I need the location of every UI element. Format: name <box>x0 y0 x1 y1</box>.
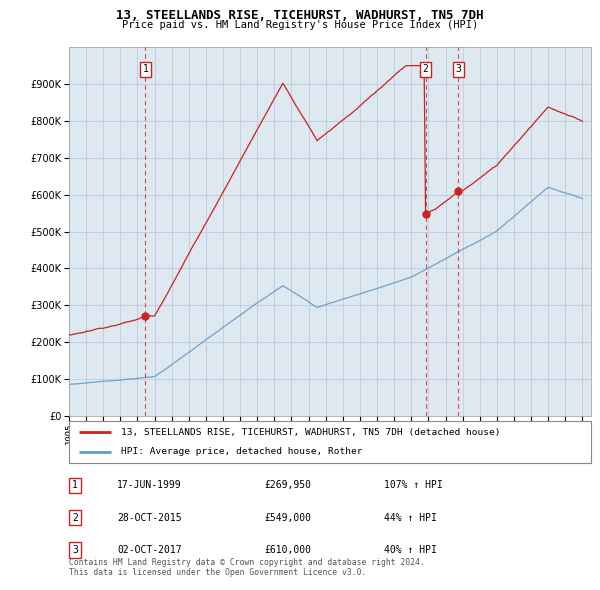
Text: 2: 2 <box>72 513 78 523</box>
Text: 28-OCT-2015: 28-OCT-2015 <box>117 513 182 523</box>
Text: Price paid vs. HM Land Registry's House Price Index (HPI): Price paid vs. HM Land Registry's House … <box>122 20 478 30</box>
Text: 3: 3 <box>72 545 78 555</box>
Text: 107% ↑ HPI: 107% ↑ HPI <box>384 480 443 490</box>
Text: 1: 1 <box>142 64 148 74</box>
Text: 44% ↑ HPI: 44% ↑ HPI <box>384 513 437 523</box>
Text: 40% ↑ HPI: 40% ↑ HPI <box>384 545 437 555</box>
Text: 17-JUN-1999: 17-JUN-1999 <box>117 480 182 490</box>
Text: 3: 3 <box>455 64 461 74</box>
Text: HPI: Average price, detached house, Rother: HPI: Average price, detached house, Roth… <box>121 447 362 456</box>
Text: 13, STEELLANDS RISE, TICEHURST, WADHURST, TN5 7DH: 13, STEELLANDS RISE, TICEHURST, WADHURST… <box>116 9 484 22</box>
Text: Contains HM Land Registry data © Crown copyright and database right 2024.
This d: Contains HM Land Registry data © Crown c… <box>69 558 425 577</box>
Text: £549,000: £549,000 <box>264 513 311 523</box>
Text: 2: 2 <box>422 64 428 74</box>
Text: 13, STEELLANDS RISE, TICEHURST, WADHURST, TN5 7DH (detached house): 13, STEELLANDS RISE, TICEHURST, WADHURST… <box>121 428 500 437</box>
Text: £269,950: £269,950 <box>264 480 311 490</box>
Text: £610,000: £610,000 <box>264 545 311 555</box>
Text: 02-OCT-2017: 02-OCT-2017 <box>117 545 182 555</box>
Text: 1: 1 <box>72 480 78 490</box>
